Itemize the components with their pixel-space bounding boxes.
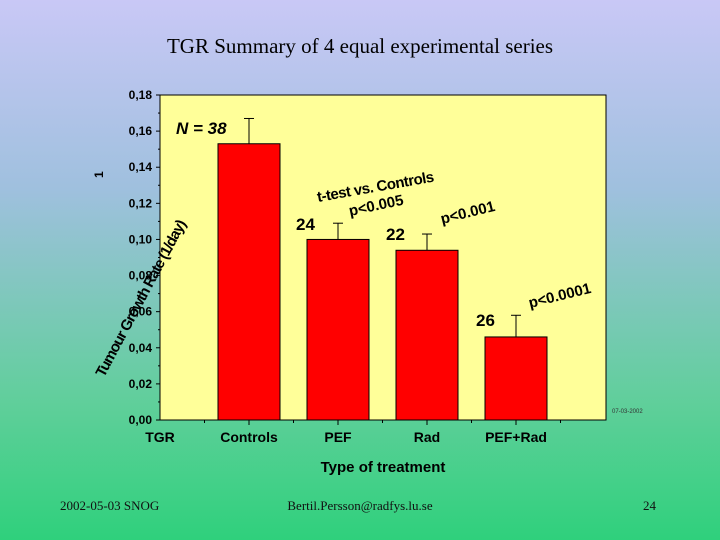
bar <box>395 249 459 421</box>
bar <box>217 143 281 421</box>
footer-date: 2002-05-03 SNOG <box>60 498 160 513</box>
x-tick-label: Rad <box>414 429 440 445</box>
bar <box>484 336 548 421</box>
n-label-controls: N = 38 <box>176 119 227 138</box>
x-axis: TGR Controls PEF Rad PEF+Rad <box>145 420 561 445</box>
page-number: 24 <box>643 498 656 513</box>
y-tick-label: 0,14 <box>129 160 153 174</box>
n-label-rad: 22 <box>386 225 405 244</box>
y-axis-unit: 1 <box>92 171 106 178</box>
x-tick-label: PEF+Rad <box>485 429 547 445</box>
slide-title: TGR Summary of 4 equal experimental seri… <box>166 34 554 58</box>
y-tick-label: 0,10 <box>129 232 153 246</box>
y-tick-label: 0,08 <box>129 269 153 283</box>
y-tick-label: 0,06 <box>129 305 153 319</box>
bars <box>217 117 548 421</box>
n-label-pef: 24 <box>296 215 315 234</box>
x-tick-label: Controls <box>220 429 278 445</box>
x-tick-label: PEF <box>324 429 352 445</box>
y-tick-label: 0,02 <box>129 377 153 391</box>
y-tick-label: 0,12 <box>129 196 153 210</box>
x-axis-label: Type of treatment <box>321 459 446 476</box>
side-note: 07-03-2002 <box>612 409 643 415</box>
y-tick-label: 0,18 <box>129 88 153 102</box>
y-axis: 0,00 0,02 0,04 0,06 0,08 0,10 0,12 0,14 0,16 0,18 <box>129 88 160 427</box>
bar <box>306 238 370 421</box>
x-tick-label: TGR <box>145 429 175 445</box>
y-tick-label: 0,00 <box>129 413 153 427</box>
n-label-pef-rad: 26 <box>476 311 495 330</box>
y-tick-label: 0,04 <box>129 341 153 355</box>
footer-email: Bertil.Persson@radfys.lu.se <box>287 498 433 513</box>
y-tick-label: 0,16 <box>129 124 153 138</box>
